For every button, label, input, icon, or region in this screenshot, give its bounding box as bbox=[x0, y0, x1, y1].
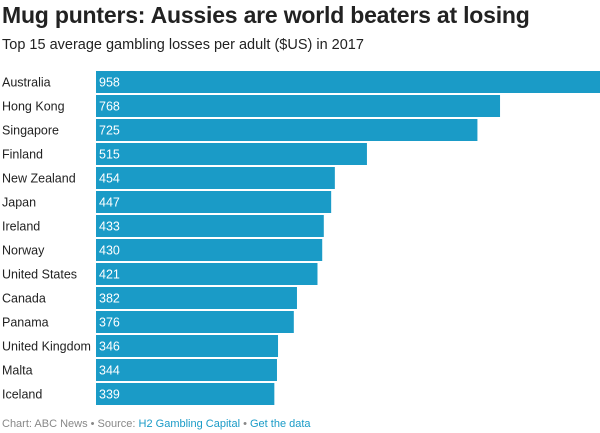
bar bbox=[96, 191, 332, 213]
credit-text: Chart: ABC News bbox=[2, 418, 88, 430]
category-label: Canada bbox=[2, 292, 46, 306]
bar bbox=[96, 71, 600, 93]
bar bbox=[96, 167, 335, 189]
bar bbox=[96, 263, 318, 285]
category-label: Finland bbox=[2, 148, 43, 162]
get-the-data-link[interactable]: Get the data bbox=[250, 418, 311, 430]
source-prefix: • Source: bbox=[87, 418, 139, 430]
category-label: United Kingdom bbox=[2, 340, 91, 354]
value-label: 958 bbox=[99, 76, 120, 90]
chart-title: Mug punters: Aussies are world beaters a… bbox=[2, 2, 530, 28]
value-label: 433 bbox=[99, 220, 120, 234]
footer-separator: • bbox=[240, 418, 250, 430]
value-label: 454 bbox=[99, 172, 120, 186]
value-label: 430 bbox=[99, 244, 120, 258]
value-label: 725 bbox=[99, 124, 120, 138]
category-label: Iceland bbox=[2, 388, 42, 402]
category-label: Panama bbox=[2, 316, 49, 330]
value-label: 382 bbox=[99, 292, 120, 306]
bar bbox=[96, 119, 478, 141]
value-label: 447 bbox=[99, 196, 120, 210]
bar-row-finland: Finland 515 bbox=[2, 143, 367, 165]
chart-subtitle: Top 15 average gambling losses per adult… bbox=[2, 37, 364, 53]
bar bbox=[96, 143, 367, 165]
bar-row-singapore: Singapore 725 bbox=[2, 119, 478, 141]
category-label: Hong Kong bbox=[2, 100, 65, 114]
bar-row-hong-kong: Hong Kong 768 bbox=[2, 95, 501, 117]
category-label: Ireland bbox=[2, 220, 40, 234]
bar-row-panama: Panama 376 bbox=[2, 311, 294, 333]
value-label: 376 bbox=[99, 316, 120, 330]
bar-row-canada: Canada 382 bbox=[2, 287, 297, 309]
bar-row-australia: Australia 958 bbox=[2, 71, 600, 93]
bar bbox=[96, 287, 297, 309]
bar-row-iceland: Iceland 339 bbox=[2, 383, 275, 405]
category-label: Singapore bbox=[2, 124, 59, 138]
value-label: 339 bbox=[99, 388, 120, 402]
value-label: 421 bbox=[99, 268, 120, 282]
bar-row-new-zealand: New Zealand 454 bbox=[2, 167, 335, 189]
bar bbox=[96, 311, 294, 333]
bar-row-norway: Norway 430 bbox=[2, 239, 323, 261]
chart-footer: Chart: ABC News • Source: H2 Gambling Ca… bbox=[2, 418, 311, 430]
bar-row-united-kingdom: United Kingdom 346 bbox=[2, 335, 279, 357]
bar bbox=[96, 359, 277, 381]
category-label: Malta bbox=[2, 364, 33, 378]
bar-row-united-states: United States 421 bbox=[2, 263, 318, 285]
category-label: Australia bbox=[2, 76, 51, 90]
category-label: Norway bbox=[2, 244, 45, 258]
bar bbox=[96, 95, 501, 117]
bar bbox=[96, 239, 323, 261]
value-label: 768 bbox=[99, 100, 120, 114]
bar bbox=[96, 335, 279, 357]
value-label: 346 bbox=[99, 340, 120, 354]
value-label: 515 bbox=[99, 148, 120, 162]
bar-row-malta: Malta 344 bbox=[2, 359, 277, 381]
category-label: Japan bbox=[2, 196, 36, 210]
bar bbox=[96, 383, 275, 405]
bar-row-japan: Japan 447 bbox=[2, 191, 332, 213]
category-label: United States bbox=[2, 268, 77, 282]
bar bbox=[96, 215, 324, 237]
source-link[interactable]: H2 Gambling Capital bbox=[138, 418, 241, 430]
bar-row-ireland: Ireland 433 bbox=[2, 215, 324, 237]
value-label: 344 bbox=[99, 364, 120, 378]
category-label: New Zealand bbox=[2, 172, 76, 186]
